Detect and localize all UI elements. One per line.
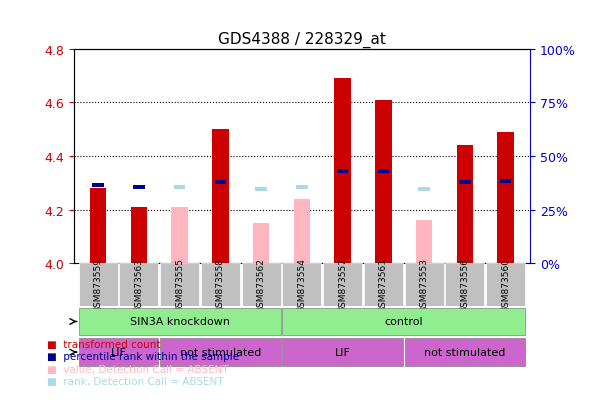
Bar [253, 223, 269, 263]
Text: ■  value, Detection Call = ABSENT: ■ value, Detection Call = ABSENT [47, 364, 229, 374]
FancyBboxPatch shape [486, 263, 525, 306]
Text: control: control [385, 317, 423, 327]
Bar [131, 207, 147, 263]
Text: GSM873556: GSM873556 [461, 258, 469, 313]
Bar [90, 189, 106, 263]
Text: GSM873560: GSM873560 [501, 258, 510, 313]
Text: GSM873557: GSM873557 [338, 258, 347, 313]
Bar [256, 188, 267, 191]
FancyBboxPatch shape [445, 263, 484, 306]
Title: GDS4388 / 228329_at: GDS4388 / 228329_at [218, 32, 386, 48]
Bar [418, 188, 430, 191]
FancyBboxPatch shape [160, 339, 281, 366]
Text: ■  percentile rank within the sample: ■ percentile rank within the sample [47, 351, 239, 361]
Bar [500, 179, 511, 183]
Text: GSM873555: GSM873555 [175, 258, 184, 313]
FancyBboxPatch shape [405, 339, 525, 366]
Text: not stimulated: not stimulated [424, 347, 505, 357]
Text: GSM873562: GSM873562 [257, 258, 266, 312]
FancyBboxPatch shape [78, 339, 158, 366]
FancyBboxPatch shape [241, 263, 281, 306]
FancyBboxPatch shape [282, 263, 322, 306]
FancyBboxPatch shape [201, 263, 240, 306]
Bar [174, 186, 186, 190]
Bar [337, 170, 348, 174]
Text: ■  rank, Detection Call = ABSENT: ■ rank, Detection Call = ABSENT [47, 376, 224, 386]
Text: SIN3A knockdown: SIN3A knockdown [130, 317, 230, 327]
Text: ■  transformed count: ■ transformed count [47, 339, 161, 349]
Text: GSM873561: GSM873561 [379, 258, 388, 313]
FancyBboxPatch shape [78, 308, 281, 335]
Bar [171, 207, 188, 263]
Bar [296, 186, 307, 190]
Bar [498, 133, 514, 263]
Text: LIF: LIF [111, 347, 127, 357]
FancyBboxPatch shape [405, 263, 444, 306]
FancyBboxPatch shape [78, 263, 118, 306]
Bar [456, 146, 473, 263]
Bar [212, 130, 229, 263]
Bar [133, 186, 144, 190]
Text: GSM873558: GSM873558 [216, 258, 225, 313]
Bar [214, 180, 226, 185]
FancyBboxPatch shape [160, 263, 199, 306]
Bar [294, 199, 310, 263]
FancyBboxPatch shape [364, 263, 403, 306]
Bar [459, 180, 471, 185]
FancyBboxPatch shape [119, 263, 158, 306]
FancyBboxPatch shape [282, 339, 403, 366]
Bar [92, 183, 104, 188]
Bar [416, 221, 432, 263]
FancyBboxPatch shape [323, 263, 362, 306]
Text: GSM873553: GSM873553 [419, 258, 429, 313]
Text: GSM873554: GSM873554 [297, 258, 306, 312]
Bar [335, 79, 351, 263]
FancyBboxPatch shape [282, 308, 525, 335]
Text: LIF: LIF [335, 347, 350, 357]
Bar [375, 100, 392, 263]
Text: not stimulated: not stimulated [180, 347, 261, 357]
Text: GSM873559: GSM873559 [94, 258, 102, 313]
Text: GSM873563: GSM873563 [134, 258, 143, 313]
Bar [378, 170, 389, 174]
